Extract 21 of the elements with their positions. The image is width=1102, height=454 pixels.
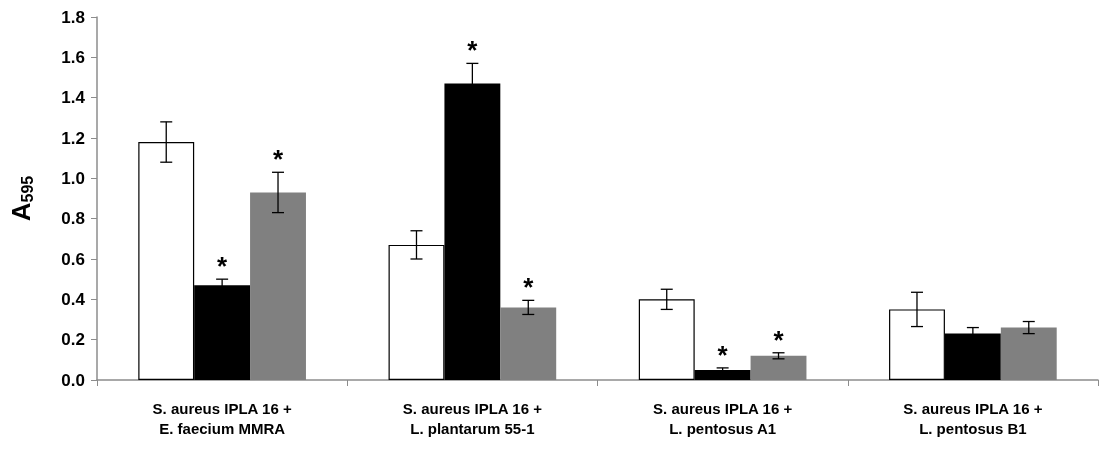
data-label: * — [717, 339, 729, 370]
y-tick-label: 1.2 — [61, 128, 85, 148]
data-label: * — [523, 272, 535, 303]
data-label: * — [217, 251, 229, 282]
y-tick-label: 0.4 — [61, 289, 86, 309]
data-label: * — [773, 324, 785, 355]
y-tick-label: 0.8 — [61, 209, 85, 229]
x-tick-label: S. aureus IPLA 16 + L. pentosus A1 — [653, 399, 793, 437]
y-axis-title: A595 — [6, 175, 36, 222]
y-tick-label: 1.6 — [61, 47, 85, 67]
y-tick-label: 1.4 — [61, 88, 86, 108]
x-tick-label: S. aureus IPLA 16 + L. pentosus B1 — [903, 399, 1043, 437]
y-tick-label: 0.0 — [61, 370, 85, 390]
x-tick-label: S. aureus IPLA 16 + L. plantarum 55-1 — [402, 399, 543, 437]
data-label: * — [272, 144, 284, 175]
y-tick-label: 1.8 — [61, 7, 85, 27]
y-tick-label: 0.6 — [61, 249, 85, 269]
y-tick-label: 0.2 — [61, 330, 85, 350]
y-tick-label: 1.0 — [61, 168, 85, 188]
data-label: * — [467, 35, 479, 66]
x-tick-label: S. aureus IPLA 16 + E. faecium MMRA — [152, 399, 292, 437]
